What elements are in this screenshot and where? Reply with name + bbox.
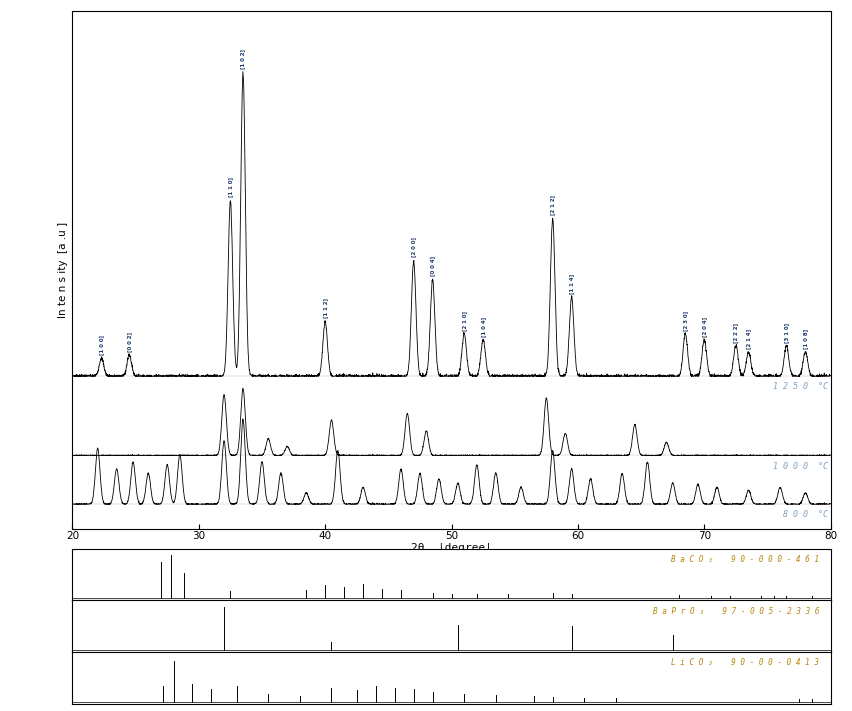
Text: [1 1 4]: [1 1 4]	[569, 274, 574, 294]
Text: [2 2 2]: [2 2 2]	[734, 323, 739, 343]
Text: [2 1 4]: [2 1 4]	[746, 328, 751, 349]
X-axis label: 2θ  |degree|: 2θ |degree|	[411, 542, 492, 553]
Text: [1 0 8]: [1 0 8]	[803, 328, 808, 349]
Text: [2 3 0]: [2 3 0]	[682, 311, 688, 331]
Text: [0 0 4]: [0 0 4]	[430, 255, 435, 276]
Text: [2 1 0]: [2 1 0]	[462, 311, 467, 331]
Text: B a P r O ₃    9 7 - 0 0 5 - 2 3 3 6: B a P r O ₃ 9 7 - 0 0 5 - 2 3 3 6	[653, 606, 820, 616]
Text: [1 0 4]: [1 0 4]	[481, 316, 486, 336]
Text: 1 2 5 0  °C: 1 2 5 0 °C	[773, 383, 828, 391]
Text: B a C O ₃    9 0 - 0 0 0 - 4 6 1: B a C O ₃ 9 0 - 0 0 0 - 4 6 1	[671, 555, 820, 564]
Text: [2 0 0]: [2 0 0]	[412, 237, 416, 257]
Text: L i C O ₃    9 0 - 0 0 - 0 4 1 3: L i C O ₃ 9 0 - 0 0 - 0 4 1 3	[671, 658, 820, 668]
Text: 1 0 0 0  °C: 1 0 0 0 °C	[773, 461, 828, 471]
Y-axis label: In te n s ity  [a .u ]: In te n s ity [a .u ]	[58, 222, 68, 318]
Text: [0 0 2]: [0 0 2]	[127, 332, 132, 352]
Text: [1 1 0]: [1 1 0]	[227, 176, 233, 196]
Text: 8 0 0  °C: 8 0 0 °C	[783, 510, 828, 519]
Text: [1 0 0]: [1 0 0]	[99, 335, 104, 355]
Text: [2 1 2]: [2 1 2]	[550, 195, 556, 215]
Text: [3 1 0]: [3 1 0]	[784, 323, 789, 343]
Text: [2 0 4]: [2 0 4]	[702, 316, 707, 336]
Text: [1 0 2]: [1 0 2]	[240, 48, 245, 68]
Text: [1 1 2]: [1 1 2]	[323, 299, 328, 319]
